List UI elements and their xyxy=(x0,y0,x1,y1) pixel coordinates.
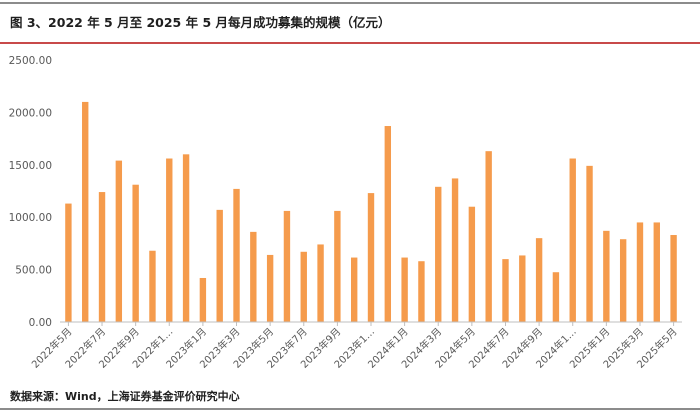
bar xyxy=(233,188,240,322)
bar xyxy=(199,277,207,322)
title-rule xyxy=(0,42,700,44)
bar xyxy=(182,154,190,322)
bar xyxy=(216,209,223,322)
bar xyxy=(603,230,610,322)
bar xyxy=(636,222,644,322)
bar xyxy=(300,251,307,322)
bar xyxy=(535,238,543,322)
bar-chart: 0.00 500.00 1000.00 1500.00 2000.00 2500.00 2… xyxy=(9,55,682,371)
bar xyxy=(468,206,476,322)
y-tick-label: 2500.00 xyxy=(9,55,52,67)
bar xyxy=(418,261,425,322)
y-tick-label: 2000.00 xyxy=(9,107,52,119)
bar xyxy=(519,255,526,322)
bar xyxy=(367,193,375,322)
bottom-rule xyxy=(0,408,700,410)
bar xyxy=(250,231,257,322)
bar xyxy=(401,257,408,322)
chart-area: 0.00 500.00 1000.00 1500.00 2000.00 2500.00 2… xyxy=(0,44,700,380)
bar xyxy=(502,259,509,322)
bar xyxy=(619,239,627,322)
bar xyxy=(166,158,173,322)
bar xyxy=(384,126,392,322)
bar xyxy=(149,250,156,322)
bar xyxy=(653,222,660,322)
y-tick-label: 1500.00 xyxy=(9,160,52,172)
bar xyxy=(569,158,576,322)
x-axis: 2022年5月2022年7月2022年9月2022年1…2023年1月2023年… xyxy=(29,322,680,371)
y-tick-label: 1000.00 xyxy=(9,212,52,224)
bar xyxy=(283,210,291,322)
bar xyxy=(65,203,72,322)
bar xyxy=(115,160,123,322)
bar xyxy=(334,210,341,322)
bar xyxy=(350,257,358,322)
bar xyxy=(552,272,560,322)
bar xyxy=(435,186,442,322)
bar xyxy=(82,101,89,322)
y-tick-label: 500.00 xyxy=(15,265,52,277)
figure-title: 图 3、2022 年 5 月至 2025 年 5 月每月成功募集的规模（亿元） xyxy=(10,15,391,30)
bar xyxy=(317,244,324,322)
bar xyxy=(451,178,459,322)
bar xyxy=(98,192,106,322)
data-source-note: 数据来源：Wind，上海证券基金评价研究中心 xyxy=(10,390,240,403)
y-tick-label: 0.00 xyxy=(29,317,52,329)
bar xyxy=(132,184,139,322)
bar xyxy=(670,235,677,322)
top-rule xyxy=(0,2,700,4)
bar xyxy=(485,151,492,322)
bar xyxy=(266,254,274,322)
bar xyxy=(586,165,593,322)
y-axis: 0.00 500.00 1000.00 1500.00 2000.00 2500.00 xyxy=(9,55,52,329)
bars xyxy=(65,101,677,322)
